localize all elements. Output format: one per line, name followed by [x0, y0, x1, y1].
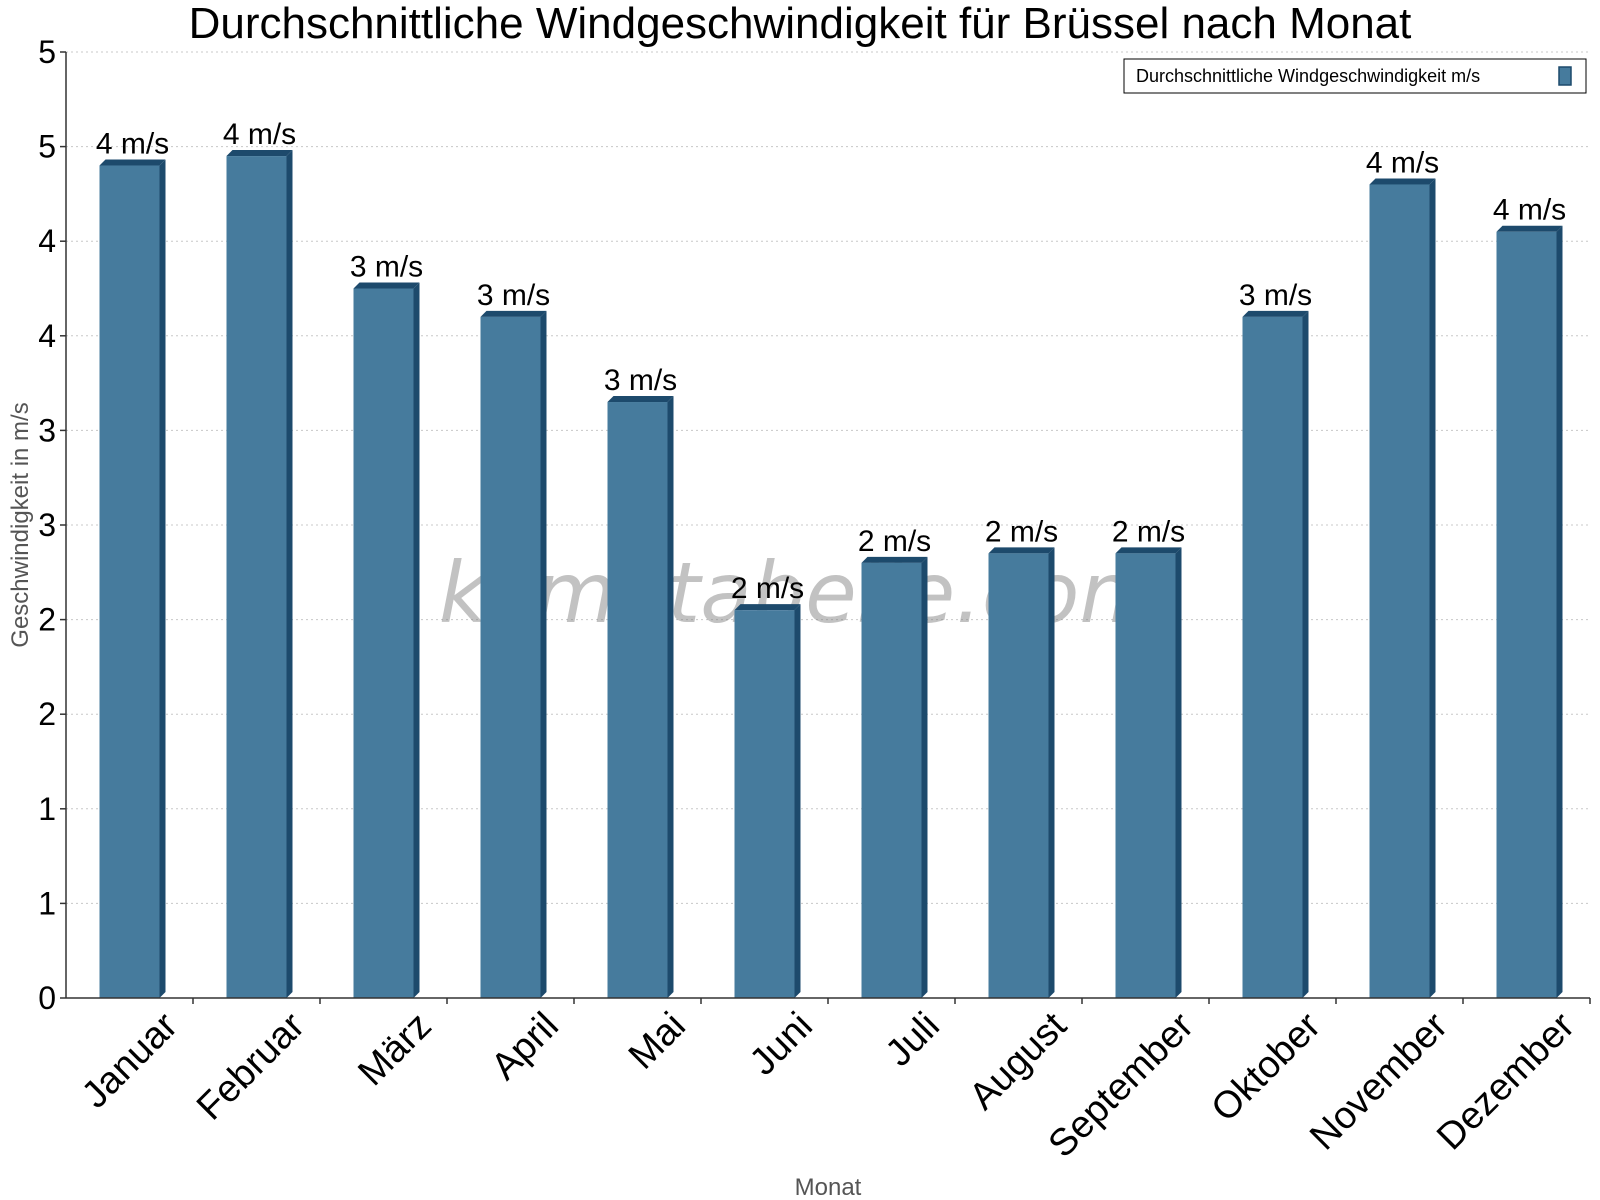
bar-januar [99, 159, 166, 998]
bar-side-face [1429, 178, 1436, 998]
bar-top-face [226, 150, 293, 157]
bar-side-face [159, 159, 166, 998]
bar-oktober [1242, 310, 1309, 998]
bar-front-face [1369, 184, 1430, 998]
bar-side-face [413, 282, 420, 998]
data-label: 2 m/s [985, 515, 1058, 548]
bar-side-face [1048, 547, 1055, 998]
bar-front-face [226, 156, 287, 998]
bar-series: 4 m/s 4 m/s 3 m/s 3 m/s 3 m/s 2 m/s 2 m/s 2 m/s… [96, 118, 1566, 999]
bar-top-face [1242, 310, 1309, 317]
bar-side-face [1556, 225, 1563, 999]
legend-box [1123, 58, 1587, 94]
bar-februar [226, 150, 293, 998]
bar-top-face [1369, 178, 1436, 185]
legend-label: Durchschnittliche Windgeschwindigkeit m/… [1136, 66, 1480, 86]
bar-side-face [794, 604, 801, 998]
x-tick-label: Oktober [1204, 1004, 1330, 1130]
y-tick-label: 3 [38, 412, 56, 448]
bar-front-face [734, 610, 795, 998]
y-tick-label: 5 [38, 129, 56, 165]
y-tick-label: 3 [38, 507, 56, 543]
x-tick-label: August [962, 1004, 1076, 1118]
bar-front-face [1496, 231, 1557, 999]
x-axis-label: Monat [795, 1174, 862, 1200]
x-tick-label: Februar [189, 1004, 313, 1128]
data-label: 2 m/s [858, 525, 931, 558]
x-tick-label: Januar [74, 1004, 186, 1116]
bar-top-face [1496, 225, 1563, 232]
y-tick-label: 5 [38, 34, 56, 70]
bar-juni [734, 604, 801, 998]
data-label: 3 m/s [350, 251, 423, 284]
bar-front-face [607, 402, 668, 998]
data-label: 4 m/s [96, 128, 169, 161]
bar-front-face [861, 562, 922, 998]
data-label: 4 m/s [223, 118, 296, 151]
y-tick-label: 2 [38, 696, 56, 732]
bar-front-face [988, 553, 1049, 998]
bar-side-face [286, 150, 293, 998]
y-tick-label: 4 [38, 318, 56, 354]
legend-swatch [1558, 66, 1572, 86]
y-tick-label: 1 [38, 885, 56, 921]
bar-april [480, 310, 547, 998]
y-axis-ticks: 0 1 1 2 2 3 3 4 4 5 5 [38, 34, 66, 1016]
bar-top-face [480, 310, 547, 317]
gridlines [66, 51, 1590, 904]
legend: Durchschnittliche Windgeschwindigkeit m/… [1123, 58, 1587, 94]
x-axis-ticks: Januar Februar März April Mai Juni Juli AugustS… [74, 998, 1591, 1166]
bar-september [1115, 547, 1182, 998]
bar-november [1369, 178, 1436, 998]
y-axis-label: Geschwindigkeit in m/s [7, 402, 34, 647]
bar-juli [861, 556, 928, 998]
bar-front-face [99, 165, 160, 998]
x-tick-label: März [350, 1005, 439, 1094]
bar-top-face [99, 159, 166, 166]
x-tick-label: November [1302, 1004, 1456, 1158]
data-label: 4 m/s [1366, 146, 1439, 179]
bar-front-face [1115, 553, 1176, 998]
bar-front-face [353, 288, 414, 998]
y-tick-label: 2 [38, 602, 56, 638]
data-label: 3 m/s [1239, 279, 1312, 312]
data-label: 2 m/s [731, 572, 804, 605]
bar-side-face [540, 310, 547, 998]
bar-top-face [734, 604, 801, 611]
bar-side-face [921, 556, 928, 998]
bar-top-face [1115, 547, 1182, 554]
bar-side-face [1302, 310, 1309, 998]
y-tick-label: 0 [38, 980, 56, 1016]
x-tick-label: April [483, 1005, 566, 1088]
bar-top-face [988, 547, 1055, 554]
bar-side-face [667, 396, 674, 998]
x-tick-label: Juli [878, 1005, 948, 1075]
bar-august [988, 547, 1055, 998]
bar-front-face [1242, 316, 1303, 998]
bar-mai [607, 396, 674, 998]
bar-top-face [353, 282, 420, 289]
bar-märz [353, 282, 420, 998]
y-tick-label: 4 [38, 223, 56, 259]
x-tick-label: Juni [742, 1005, 821, 1084]
data-label: 3 m/s [477, 279, 550, 312]
chart-title: Durchschnittliche Windgeschwindigkeit fü… [189, 0, 1412, 48]
bar-front-face [480, 316, 541, 998]
bar-dezember [1496, 225, 1563, 999]
y-tick-label: 1 [38, 791, 56, 827]
x-tick-label: Mai [621, 1005, 694, 1078]
x-tick-label: Dezember [1429, 1004, 1583, 1158]
bar-side-face [1175, 547, 1182, 998]
bar-top-face [607, 396, 674, 403]
bar-top-face [861, 556, 928, 563]
data-label: 4 m/s [1493, 194, 1566, 227]
data-label: 2 m/s [1112, 515, 1185, 548]
data-label: 3 m/s [604, 364, 677, 397]
